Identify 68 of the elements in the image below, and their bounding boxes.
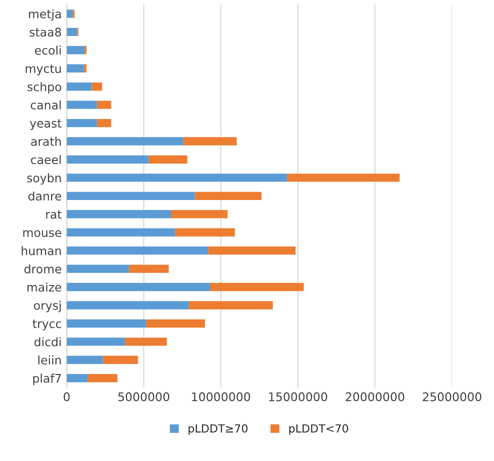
bar (66, 174, 288, 182)
bar (66, 28, 78, 36)
y-tick-label: canal (30, 100, 61, 110)
y-tick-label: yeast (30, 119, 62, 130)
y-tick-label: drome (24, 264, 62, 274)
bar (66, 319, 146, 328)
bar (66, 10, 73, 18)
x-tick-label: 15000000 (269, 392, 328, 402)
bar (66, 82, 92, 91)
bar (210, 282, 304, 292)
legend-label: pLDDT≥70 (188, 424, 248, 435)
bar (97, 118, 112, 128)
y-tick-label: danre (28, 191, 62, 201)
x-tick-label: 10000000 (192, 392, 250, 402)
bar (66, 338, 125, 346)
x-tick-label: 5000000 (118, 392, 170, 402)
y-tick-label: dicdi (34, 337, 61, 346)
y-tick-label: trycc (32, 320, 62, 330)
bar (188, 301, 273, 310)
y-tick-label: mouse (23, 230, 62, 238)
bar (129, 264, 169, 273)
y-tick-label: human (22, 246, 61, 256)
bar (66, 118, 98, 128)
y-tick-label: leiin (38, 355, 61, 365)
bar (66, 246, 208, 255)
bar (183, 137, 237, 146)
bar (66, 46, 85, 54)
bar (92, 82, 102, 91)
bar (66, 264, 130, 273)
bar (88, 374, 118, 382)
bar (66, 374, 88, 382)
bar (194, 192, 262, 200)
bar (148, 155, 188, 164)
bar (66, 301, 189, 310)
y-tick-label: rat (46, 210, 62, 219)
x-tick-label: 0 (64, 392, 70, 402)
y-tick-label: myctu (26, 64, 61, 76)
y-tick-label: staa8 (30, 28, 62, 37)
bar (175, 228, 235, 236)
bar (208, 246, 296, 255)
bar (66, 137, 184, 146)
legend-label: pLDDT<70 (289, 424, 348, 435)
bar (66, 356, 104, 364)
y-tick-label: plaf7 (33, 374, 61, 386)
y-tick-label: metja (28, 9, 61, 21)
y-tick-label: maize (27, 282, 62, 292)
bar (103, 356, 138, 364)
bar (66, 192, 195, 200)
x-tick-label: 25000000 (422, 392, 482, 402)
y-tick-label: caeel (30, 155, 61, 164)
bar (66, 282, 210, 292)
bar (84, 64, 87, 72)
bar (66, 155, 149, 164)
y-tick-label: orysj (34, 300, 61, 312)
bar (66, 100, 98, 109)
bar (66, 210, 172, 218)
bar (66, 64, 84, 72)
bar (66, 228, 176, 236)
bar (171, 210, 228, 218)
bar (287, 174, 400, 182)
y-tick-label: arath (31, 136, 61, 146)
x-tick-label: 20000000 (346, 392, 404, 402)
bar (124, 338, 167, 346)
y-tick-label: schpo (28, 82, 62, 94)
bar (97, 100, 112, 109)
y-tick-label: ecoli (34, 46, 61, 55)
y-tick-label: soybn (27, 173, 61, 185)
bar (146, 319, 205, 328)
